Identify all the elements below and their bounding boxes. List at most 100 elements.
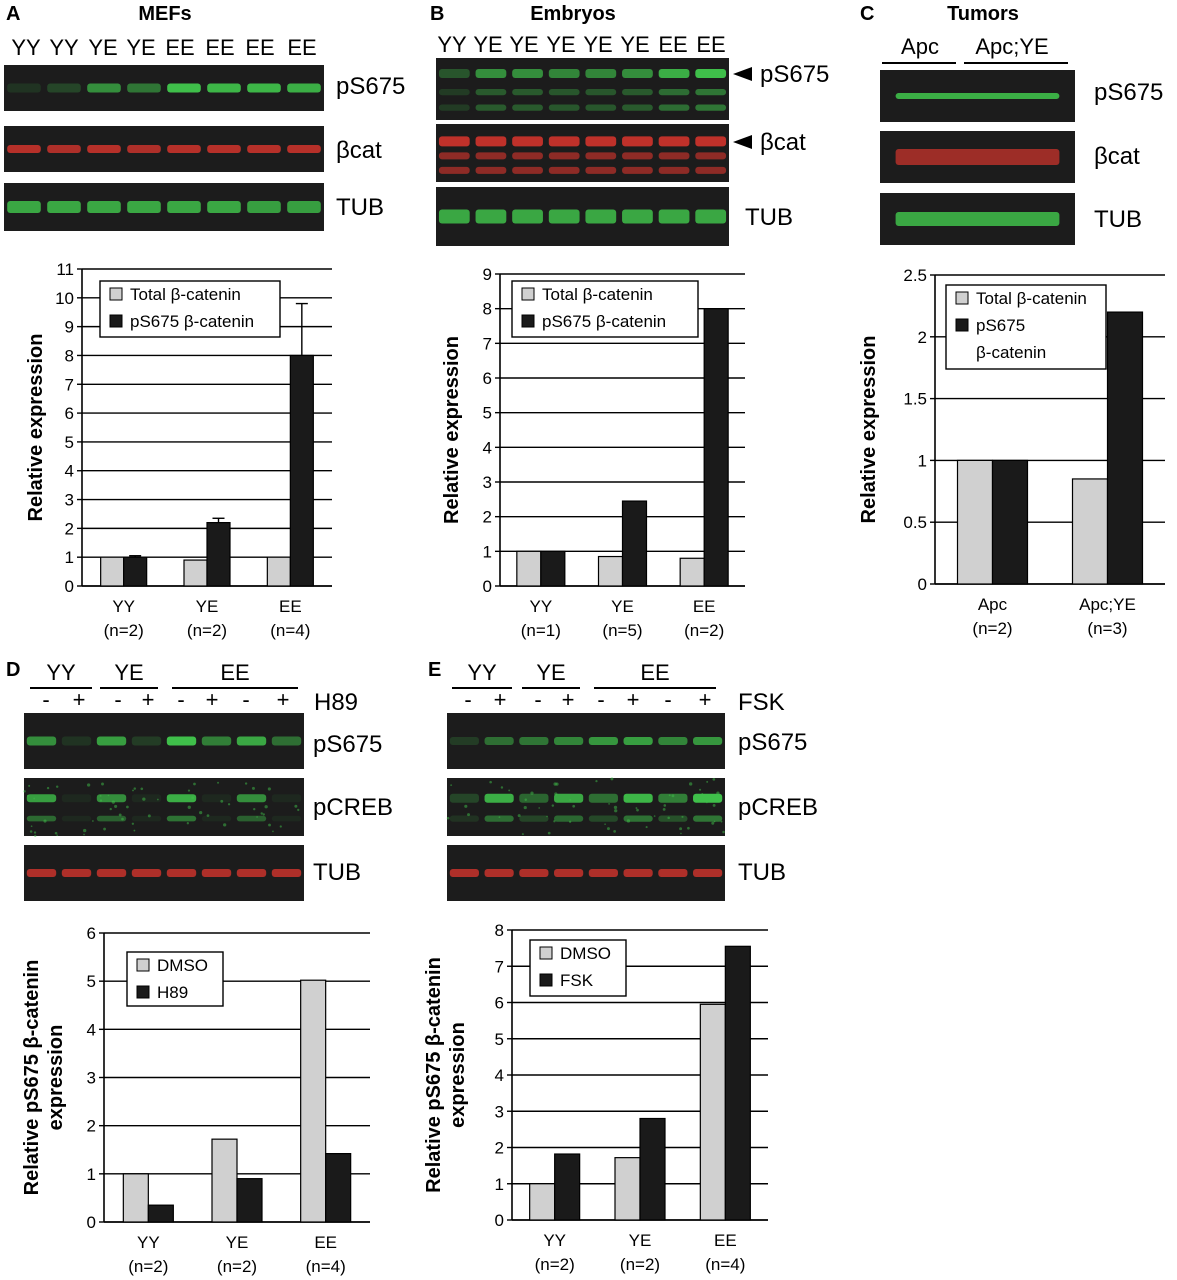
legend-label: Total β-catenin xyxy=(130,285,241,304)
bar-second-series xyxy=(621,500,648,587)
band xyxy=(623,737,653,745)
speck xyxy=(508,789,511,792)
speck xyxy=(614,809,618,813)
speck xyxy=(489,780,492,784)
band xyxy=(201,794,232,803)
band xyxy=(236,794,267,803)
treatment-sign: - xyxy=(242,687,249,712)
speck xyxy=(713,820,716,823)
speck xyxy=(260,812,263,815)
band xyxy=(658,152,690,160)
speck xyxy=(701,793,704,795)
band xyxy=(271,815,302,822)
speck xyxy=(722,830,725,834)
band xyxy=(554,793,584,803)
band xyxy=(693,793,723,803)
speck xyxy=(712,778,716,781)
y-tick-label: 6 xyxy=(495,994,504,1013)
band xyxy=(622,104,653,111)
speck xyxy=(699,788,702,791)
blot-label-c-ps675: pS675 xyxy=(1094,79,1163,106)
band xyxy=(438,152,470,160)
x-category-count: (n=3) xyxy=(1087,619,1127,638)
band xyxy=(271,794,302,803)
band xyxy=(201,736,232,746)
bar-first-series xyxy=(266,556,291,587)
legend-swatch xyxy=(539,973,553,987)
speck xyxy=(711,821,715,825)
bar-second-series xyxy=(123,556,148,587)
band xyxy=(548,88,580,96)
band xyxy=(548,152,580,160)
blot-d-tub xyxy=(24,845,304,901)
band xyxy=(588,869,618,877)
speck xyxy=(498,816,501,818)
blot-label-e-pcreb: pCREB xyxy=(738,794,818,821)
y-tick-label: 1 xyxy=(483,542,492,561)
treatment-sign: + xyxy=(562,687,575,712)
chart-D: 0 1 2 3 4 5 6 YY (n=2) YE (n=2) EE (n=4) Relative pS6… xyxy=(21,924,370,1276)
speck xyxy=(142,797,146,801)
bar-second-series xyxy=(325,1153,352,1223)
panel-letter-d: D xyxy=(6,659,20,681)
blot-label-a-bcat: βcat xyxy=(336,137,382,164)
band xyxy=(519,869,549,877)
y-axis-label: Relative pS675 β-catenin xyxy=(423,957,445,1193)
y-axis-label: expression xyxy=(45,1025,67,1131)
legend-box xyxy=(945,284,1107,370)
speck xyxy=(517,814,521,818)
band xyxy=(554,737,584,745)
blot-b-tub xyxy=(436,187,729,246)
legend-label: H89 xyxy=(157,983,188,1002)
y-tick-label: 3 xyxy=(483,473,492,492)
speck xyxy=(710,796,715,801)
speck xyxy=(114,804,118,808)
y-tick-label: 2 xyxy=(65,519,74,538)
x-category-label: YE xyxy=(611,597,634,616)
speck xyxy=(663,804,667,807)
band xyxy=(47,145,81,153)
speck xyxy=(635,807,638,809)
band xyxy=(623,793,653,803)
lane-label: YY xyxy=(11,35,41,60)
legend-label: FSK xyxy=(560,971,594,990)
band xyxy=(96,815,127,822)
blot-label-b-tub: TUB xyxy=(745,204,793,231)
bar-second-series xyxy=(1106,311,1144,585)
legend-swatch xyxy=(955,318,969,332)
bar-second-series xyxy=(724,945,751,1221)
speck xyxy=(29,830,33,833)
x-category-count: (n=4) xyxy=(270,621,310,640)
blot-d-pcreb xyxy=(23,778,304,837)
band xyxy=(247,145,281,153)
y-tick-label: 6 xyxy=(65,404,74,423)
band xyxy=(61,869,92,877)
y-tick-label: 4 xyxy=(483,438,492,457)
y-tick-label: 5 xyxy=(87,972,96,991)
band xyxy=(658,815,688,822)
band xyxy=(484,737,514,745)
treatment-sign: - xyxy=(114,687,121,712)
legend-label: pS675 β-catenin xyxy=(130,312,254,331)
blot-a-bcat xyxy=(4,126,324,172)
band xyxy=(895,212,1060,226)
band xyxy=(166,794,197,803)
band xyxy=(475,209,507,224)
speck xyxy=(109,807,112,811)
y-tick-label: 6 xyxy=(483,369,492,388)
band xyxy=(622,69,653,78)
speck xyxy=(546,815,548,818)
band xyxy=(622,209,653,224)
speck xyxy=(268,823,271,827)
band xyxy=(438,69,470,78)
band xyxy=(658,136,690,147)
band xyxy=(519,815,549,822)
band xyxy=(438,88,470,96)
band xyxy=(247,83,281,93)
band xyxy=(236,736,267,746)
band xyxy=(512,104,543,111)
y-tick-label: 0 xyxy=(918,575,927,594)
band xyxy=(167,145,201,153)
speck xyxy=(251,786,255,790)
speck xyxy=(569,798,572,801)
